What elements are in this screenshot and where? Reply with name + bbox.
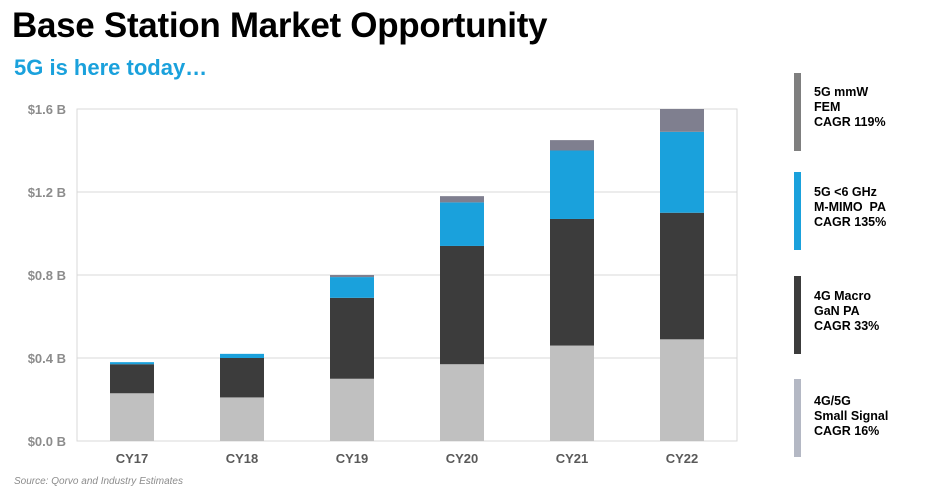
bar-segment <box>660 109 704 132</box>
y-tick-label: $1.2 B <box>28 185 66 200</box>
legend-item-mmw-fem: 5G mmW FEM CAGR 119% <box>794 73 924 151</box>
bar-segment <box>550 140 594 151</box>
bar-segment <box>440 245 484 365</box>
bar-segment <box>110 393 154 441</box>
y-tick-label: $0.4 B <box>28 351 66 366</box>
bar-segment <box>550 345 594 441</box>
bar-segment <box>220 358 264 398</box>
y-tick-label: $1.6 B <box>28 102 66 117</box>
legend-item-4g-macro: 4G Macro GaN PA CAGR 33% <box>794 276 924 354</box>
bar-segment <box>110 364 154 394</box>
x-tick-label: CY22 <box>666 451 699 466</box>
x-tick-label: CY19 <box>336 451 369 466</box>
bar-segment <box>440 196 484 203</box>
y-tick-label: $0.8 B <box>28 268 66 283</box>
x-tick-label: CY20 <box>446 451 479 466</box>
bar-segment <box>330 378 374 441</box>
bar-segment <box>550 150 594 219</box>
legend-swatch <box>794 172 801 250</box>
bar-segment <box>440 202 484 246</box>
legend-label: 5G mmW FEM CAGR 119% <box>814 85 886 129</box>
x-tick-label: CY17 <box>116 451 149 466</box>
bar-segment <box>330 275 374 278</box>
bar-segment <box>110 362 154 365</box>
x-tick-label: CY21 <box>556 451 589 466</box>
legend-swatch <box>794 276 801 354</box>
bar-segment <box>660 339 704 441</box>
source-note: Source: Qorvo and Industry Estimates <box>14 476 183 487</box>
legend-item-small-signal: 4G/5G Small Signal CAGR 16% <box>794 379 924 457</box>
bar-segment <box>660 212 704 340</box>
bar-segment <box>220 397 264 441</box>
bar-segment <box>550 218 594 346</box>
legend-label: 4G Macro GaN PA CAGR 33% <box>814 289 880 333</box>
bar-segment <box>220 353 264 358</box>
legend-swatch <box>794 73 801 151</box>
legend-swatch <box>794 379 801 457</box>
bar-segment <box>660 131 704 213</box>
legend-label: 4G/5G Small Signal CAGR 16% <box>814 394 889 438</box>
bar-segment <box>330 297 374 379</box>
legend-item-sub6-mmimo: 5G <6 GHz M-MIMO PA CAGR 135% <box>794 172 924 250</box>
x-tick-label: CY18 <box>226 451 259 466</box>
page-title: Base Station Market Opportunity <box>12 6 548 45</box>
page-subtitle: 5G is here today… <box>14 55 208 80</box>
legend-label: 5G <6 GHz M-MIMO PA CAGR 135% <box>814 185 887 229</box>
y-tick-label: $0.0 B <box>28 434 66 449</box>
bar-segment <box>330 277 374 298</box>
bar-segment <box>440 364 484 441</box>
